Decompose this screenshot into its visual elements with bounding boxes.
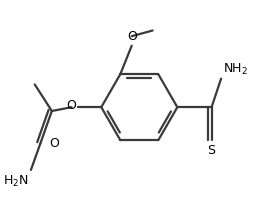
Text: O: O — [127, 30, 137, 44]
Text: NH$_2$: NH$_2$ — [223, 62, 248, 77]
Text: O: O — [49, 137, 59, 150]
Text: H$_2$N: H$_2$N — [3, 174, 29, 189]
Text: O: O — [67, 99, 77, 112]
Text: S: S — [207, 145, 215, 157]
